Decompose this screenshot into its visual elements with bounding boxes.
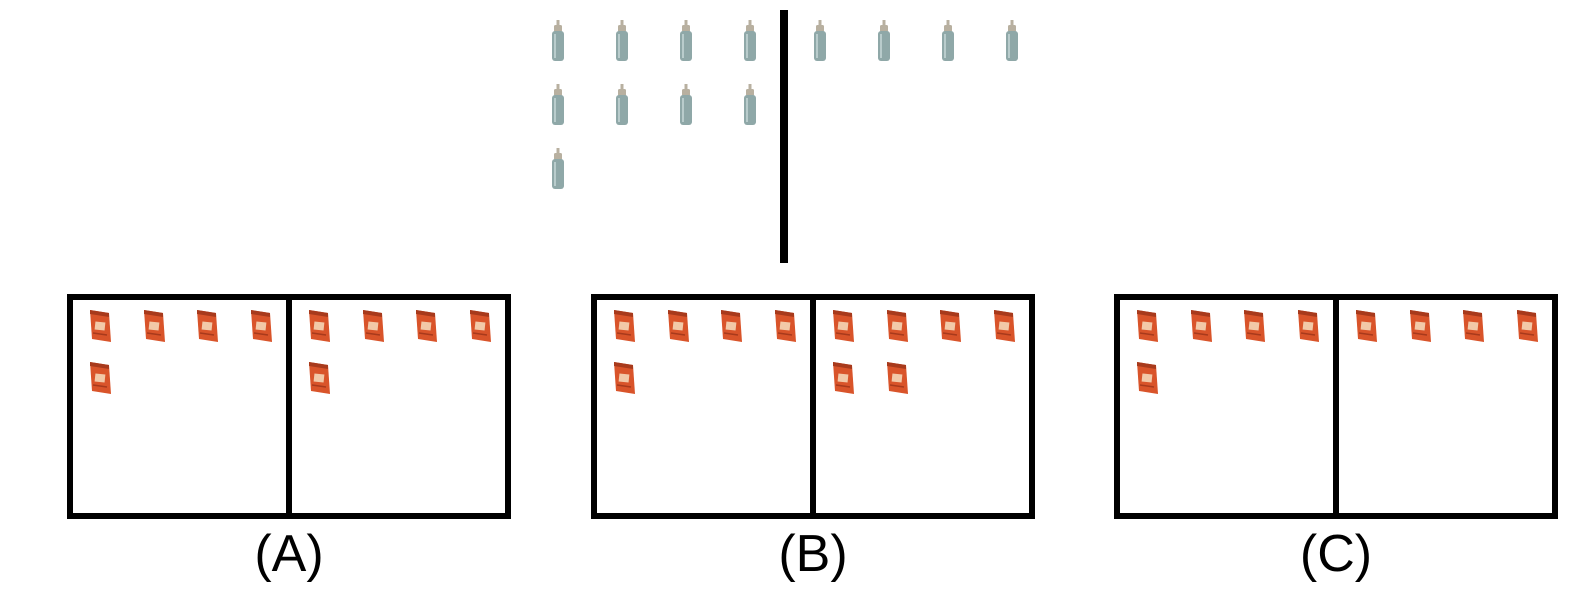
option-b-right-group (830, 306, 1044, 396)
option-divider (1333, 294, 1339, 519)
bottle-icon (552, 148, 564, 189)
right-bottle-group (804, 18, 1060, 62)
snack-bag-icon (197, 310, 218, 342)
snack-bag-icon (1356, 310, 1377, 342)
left-bottle-group (542, 18, 798, 190)
option-c-label: (C) (1299, 525, 1373, 583)
bottle-icon (942, 20, 954, 61)
snack-bag-icon (143, 310, 165, 342)
snack-bag-icon (469, 310, 491, 342)
snack-bag-icon (90, 310, 111, 342)
option-b-left-group (611, 306, 825, 396)
snack-bag-icon (1297, 310, 1319, 342)
snack-bag-icon (886, 310, 908, 342)
bottle-icon (1006, 20, 1018, 61)
option-c-left-group (1134, 306, 1348, 396)
option-divider (810, 294, 816, 519)
snack-bag-icon (1137, 362, 1158, 394)
bottle-icon (814, 20, 826, 61)
snack-bag-icon (1244, 310, 1265, 342)
snack-bag-icon (993, 310, 1015, 342)
snack-bag-icon (721, 310, 742, 342)
option-b-label: (B) (778, 525, 848, 583)
snack-bag-icon (1463, 310, 1484, 342)
snack-bag-icon (416, 310, 437, 342)
top-divider-line (780, 10, 788, 263)
snack-bag-icon (1190, 310, 1212, 342)
bottle-icon (552, 84, 564, 125)
snack-bag-icon (940, 310, 961, 342)
snack-bag-icon (90, 362, 111, 394)
snack-bag-icon (309, 310, 330, 342)
bottle-icon (878, 20, 890, 61)
snack-bag-icon (362, 310, 384, 342)
snack-bag-icon (1516, 310, 1538, 342)
snack-bag-icon (614, 310, 635, 342)
bottle-icon (744, 20, 756, 61)
option-c-box[interactable] (1114, 294, 1558, 519)
option-a-left-group (87, 306, 301, 396)
option-a-box[interactable] (67, 294, 511, 519)
snack-bag-icon (309, 362, 330, 394)
option-b-box[interactable] (591, 294, 1035, 519)
bottle-icon (744, 84, 756, 125)
snack-bag-icon (614, 362, 635, 394)
option-divider (286, 294, 292, 519)
bottle-icon (552, 20, 564, 61)
bottle-icon (680, 20, 692, 61)
bottle-icon (680, 84, 692, 125)
snack-bag-icon (886, 362, 908, 394)
snack-bag-icon (250, 310, 272, 342)
snack-bag-icon (833, 362, 854, 394)
bottle-icon (616, 20, 628, 61)
bottle-icon (616, 84, 628, 125)
option-c-right-group (1353, 306, 1567, 344)
option-a-label: (A) (254, 525, 324, 583)
snack-bag-icon (1137, 310, 1158, 342)
option-a-right-group (306, 306, 520, 396)
snack-bag-icon (1409, 310, 1431, 342)
snack-bag-icon (667, 310, 689, 342)
snack-bag-icon (774, 310, 796, 342)
snack-bag-icon (833, 310, 854, 342)
